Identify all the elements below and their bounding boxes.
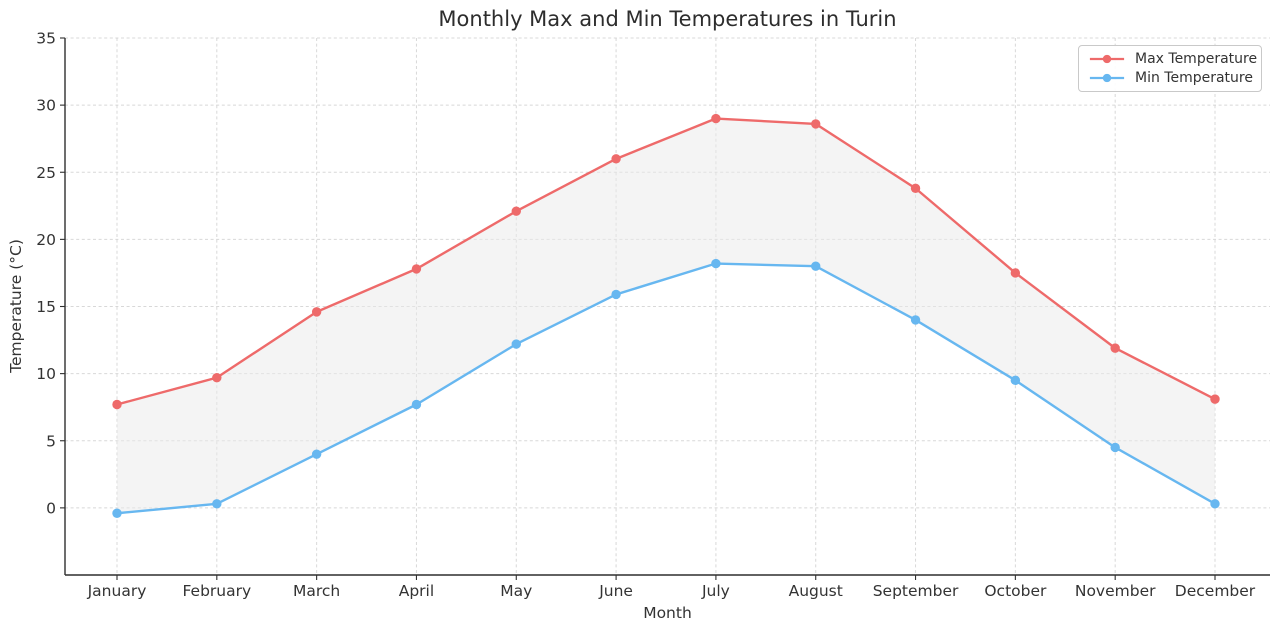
legend-box: Max Temperature Min Temperature bbox=[1078, 45, 1262, 92]
y-tick-label: 15 bbox=[36, 298, 56, 316]
y-tick-label: 0 bbox=[46, 499, 56, 517]
legend-label-max-temperature: Max Temperature bbox=[1135, 51, 1258, 67]
x-tick-label: February bbox=[182, 582, 251, 600]
min-temperature-data-point bbox=[711, 258, 721, 269]
min-temperature-legend-swatch-icon bbox=[1089, 73, 1125, 83]
max-temperature-data-point bbox=[411, 264, 422, 274]
min-temperature-data-point bbox=[511, 339, 521, 349]
x-tick-label: August bbox=[789, 582, 843, 600]
min-temperature-data-point bbox=[411, 399, 422, 410]
x-tick-label: December bbox=[1175, 582, 1256, 600]
max-temperature-data-point bbox=[212, 372, 222, 383]
x-tick-label: June bbox=[598, 582, 633, 600]
min-temperature-line bbox=[115, 262, 1217, 515]
max-temperature-line bbox=[115, 117, 1217, 406]
min-temperature-data-point bbox=[1210, 499, 1220, 509]
fill-between-area bbox=[117, 118, 1215, 514]
max-temperature-data-point bbox=[1110, 343, 1120, 353]
chart-title: Monthly Max and Min Temperatures in Turi… bbox=[438, 7, 897, 31]
y-tick-label: 25 bbox=[36, 164, 56, 182]
legend-item-max-temperature: Max Temperature bbox=[1088, 51, 1257, 67]
x-tick-label: January bbox=[87, 582, 147, 600]
legend-label-min-temperature: Min Temperature bbox=[1135, 70, 1253, 86]
max-temperature-data-point bbox=[811, 119, 821, 129]
min-temperature-data-point bbox=[811, 261, 821, 271]
y-tick-label: 30 bbox=[36, 97, 56, 115]
x-tick-label: April bbox=[399, 582, 434, 600]
max-temperature-data-point bbox=[1210, 394, 1220, 404]
y-tick-label: 10 bbox=[36, 365, 56, 383]
min-temperature-data-point bbox=[212, 499, 222, 509]
y-tick-label: 20 bbox=[36, 231, 56, 249]
max-temperature-data-point bbox=[611, 154, 621, 164]
max-temperature-data-point bbox=[511, 206, 521, 216]
max-temperature-data-point bbox=[910, 183, 921, 194]
x-tick-label: July bbox=[701, 582, 730, 600]
y-axis-label: Temperature (°C) bbox=[7, 239, 25, 373]
x-tick-label: November bbox=[1075, 582, 1156, 600]
max-temperature-data-point bbox=[112, 399, 122, 410]
y-tick-label: 35 bbox=[36, 30, 56, 48]
min-temperature-data-point bbox=[1110, 442, 1120, 453]
x-tick-label: May bbox=[500, 582, 532, 600]
x-tick-label: March bbox=[293, 582, 340, 600]
legend-item-min-temperature: Min Temperature bbox=[1088, 70, 1253, 86]
min-temperature-data-point bbox=[1010, 375, 1021, 386]
max-temperature-data-point bbox=[1010, 268, 1021, 278]
x-tick-label: October bbox=[984, 582, 1047, 600]
y-tick-label: 5 bbox=[46, 432, 56, 450]
max-temperature-data-point bbox=[311, 307, 322, 317]
x-tick-label: September bbox=[873, 582, 959, 600]
min-temperature-data-point bbox=[611, 289, 621, 300]
min-temperature-data-point bbox=[910, 315, 921, 325]
max-temperature-data-point bbox=[711, 113, 721, 124]
max-temperature-legend-swatch-icon bbox=[1089, 54, 1125, 64]
min-temperature-data-point bbox=[311, 449, 322, 459]
min-temperature-data-point bbox=[112, 508, 122, 518]
x-axis-label: Month bbox=[643, 604, 692, 622]
